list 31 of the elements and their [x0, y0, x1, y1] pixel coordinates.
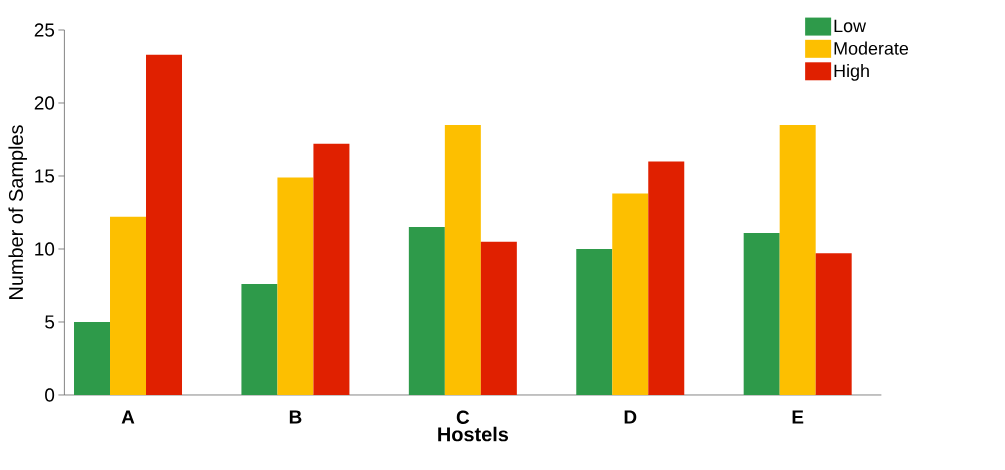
- bar: [648, 161, 685, 395]
- x-tick-label: C: [456, 410, 470, 424]
- bar: [277, 177, 314, 395]
- bar: [815, 253, 852, 395]
- legend-label: Low: [834, 19, 867, 33]
- legend-label: Moderate: [834, 41, 909, 55]
- y-tick-label: 25: [34, 23, 55, 37]
- bar: [779, 124, 816, 395]
- y-tick-label: 5: [45, 315, 55, 329]
- y-axis-title: Number of Samples: [8, 125, 27, 299]
- bar: [241, 284, 278, 395]
- bar: [146, 54, 183, 395]
- bar: [408, 227, 445, 395]
- legend-label: High: [834, 64, 869, 81]
- x-tick-label: A: [121, 410, 135, 424]
- y-tick-label: 0: [45, 388, 55, 402]
- bar: [444, 124, 481, 395]
- x-tick-label: B: [289, 410, 302, 424]
- bar: [743, 232, 780, 395]
- y-tick-label: 10: [35, 242, 55, 256]
- y-tick-label: 20: [34, 96, 55, 110]
- bar: [313, 143, 350, 395]
- bar: [110, 216, 147, 395]
- x-axis-title: Hostels: [438, 426, 509, 442]
- bar: [480, 241, 517, 395]
- bar: [576, 248, 613, 395]
- bar: [74, 321, 111, 395]
- x-tick-label: D: [624, 410, 637, 424]
- x-tick-label: E: [792, 410, 804, 424]
- y-tick-label: 15: [35, 169, 55, 183]
- bar: [612, 193, 649, 395]
